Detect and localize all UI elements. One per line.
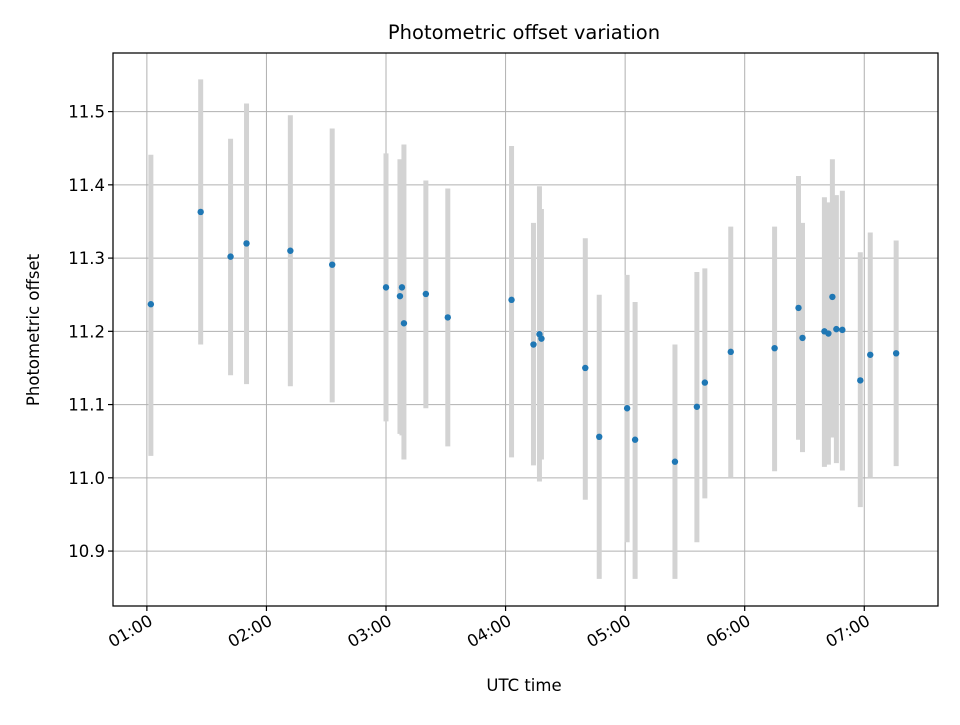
y-tick-label: 11.2 <box>68 322 105 341</box>
data-point <box>623 405 631 412</box>
data-point <box>839 326 846 334</box>
data-point <box>197 208 204 216</box>
y-tick-label: 11.3 <box>68 249 105 268</box>
y-axis-label: Photometric offset <box>24 253 43 406</box>
data-point <box>867 351 874 358</box>
data-point <box>422 290 430 298</box>
data-point <box>857 377 864 384</box>
x-axis-label: UTC time <box>486 676 561 695</box>
data-point <box>444 314 451 321</box>
data-point <box>398 284 406 291</box>
data-point <box>382 284 390 291</box>
data-point <box>538 335 545 342</box>
plot-area-frame <box>112 52 939 607</box>
data-point <box>825 330 832 337</box>
data-point <box>771 344 778 352</box>
data-point <box>892 350 900 357</box>
y-tick-label: 10.9 <box>68 542 105 561</box>
data-point <box>693 403 701 410</box>
data-point <box>329 261 336 268</box>
data-point <box>530 341 537 348</box>
data-point <box>508 296 515 304</box>
data-point <box>227 253 234 260</box>
data-points <box>147 208 900 465</box>
data-point <box>631 436 639 443</box>
data-point <box>701 379 709 386</box>
chart-title: Photometric offset variation <box>388 21 660 44</box>
data-point <box>582 364 589 372</box>
data-point <box>799 334 806 342</box>
y-tick-label: 11.4 <box>68 176 105 195</box>
data-point <box>795 304 802 312</box>
data-point <box>833 325 840 333</box>
data-point <box>147 301 155 308</box>
y-tick-label: 11.1 <box>68 396 105 415</box>
data-point <box>829 293 836 301</box>
data-point <box>396 292 404 300</box>
data-point <box>287 247 294 254</box>
data-point <box>671 458 679 465</box>
data-point <box>243 240 250 247</box>
data-point <box>727 348 734 356</box>
y-tick-label: 11.0 <box>68 469 105 488</box>
data-point <box>400 320 408 327</box>
data-point <box>596 433 603 441</box>
y-tick-label: 11.5 <box>68 103 105 122</box>
